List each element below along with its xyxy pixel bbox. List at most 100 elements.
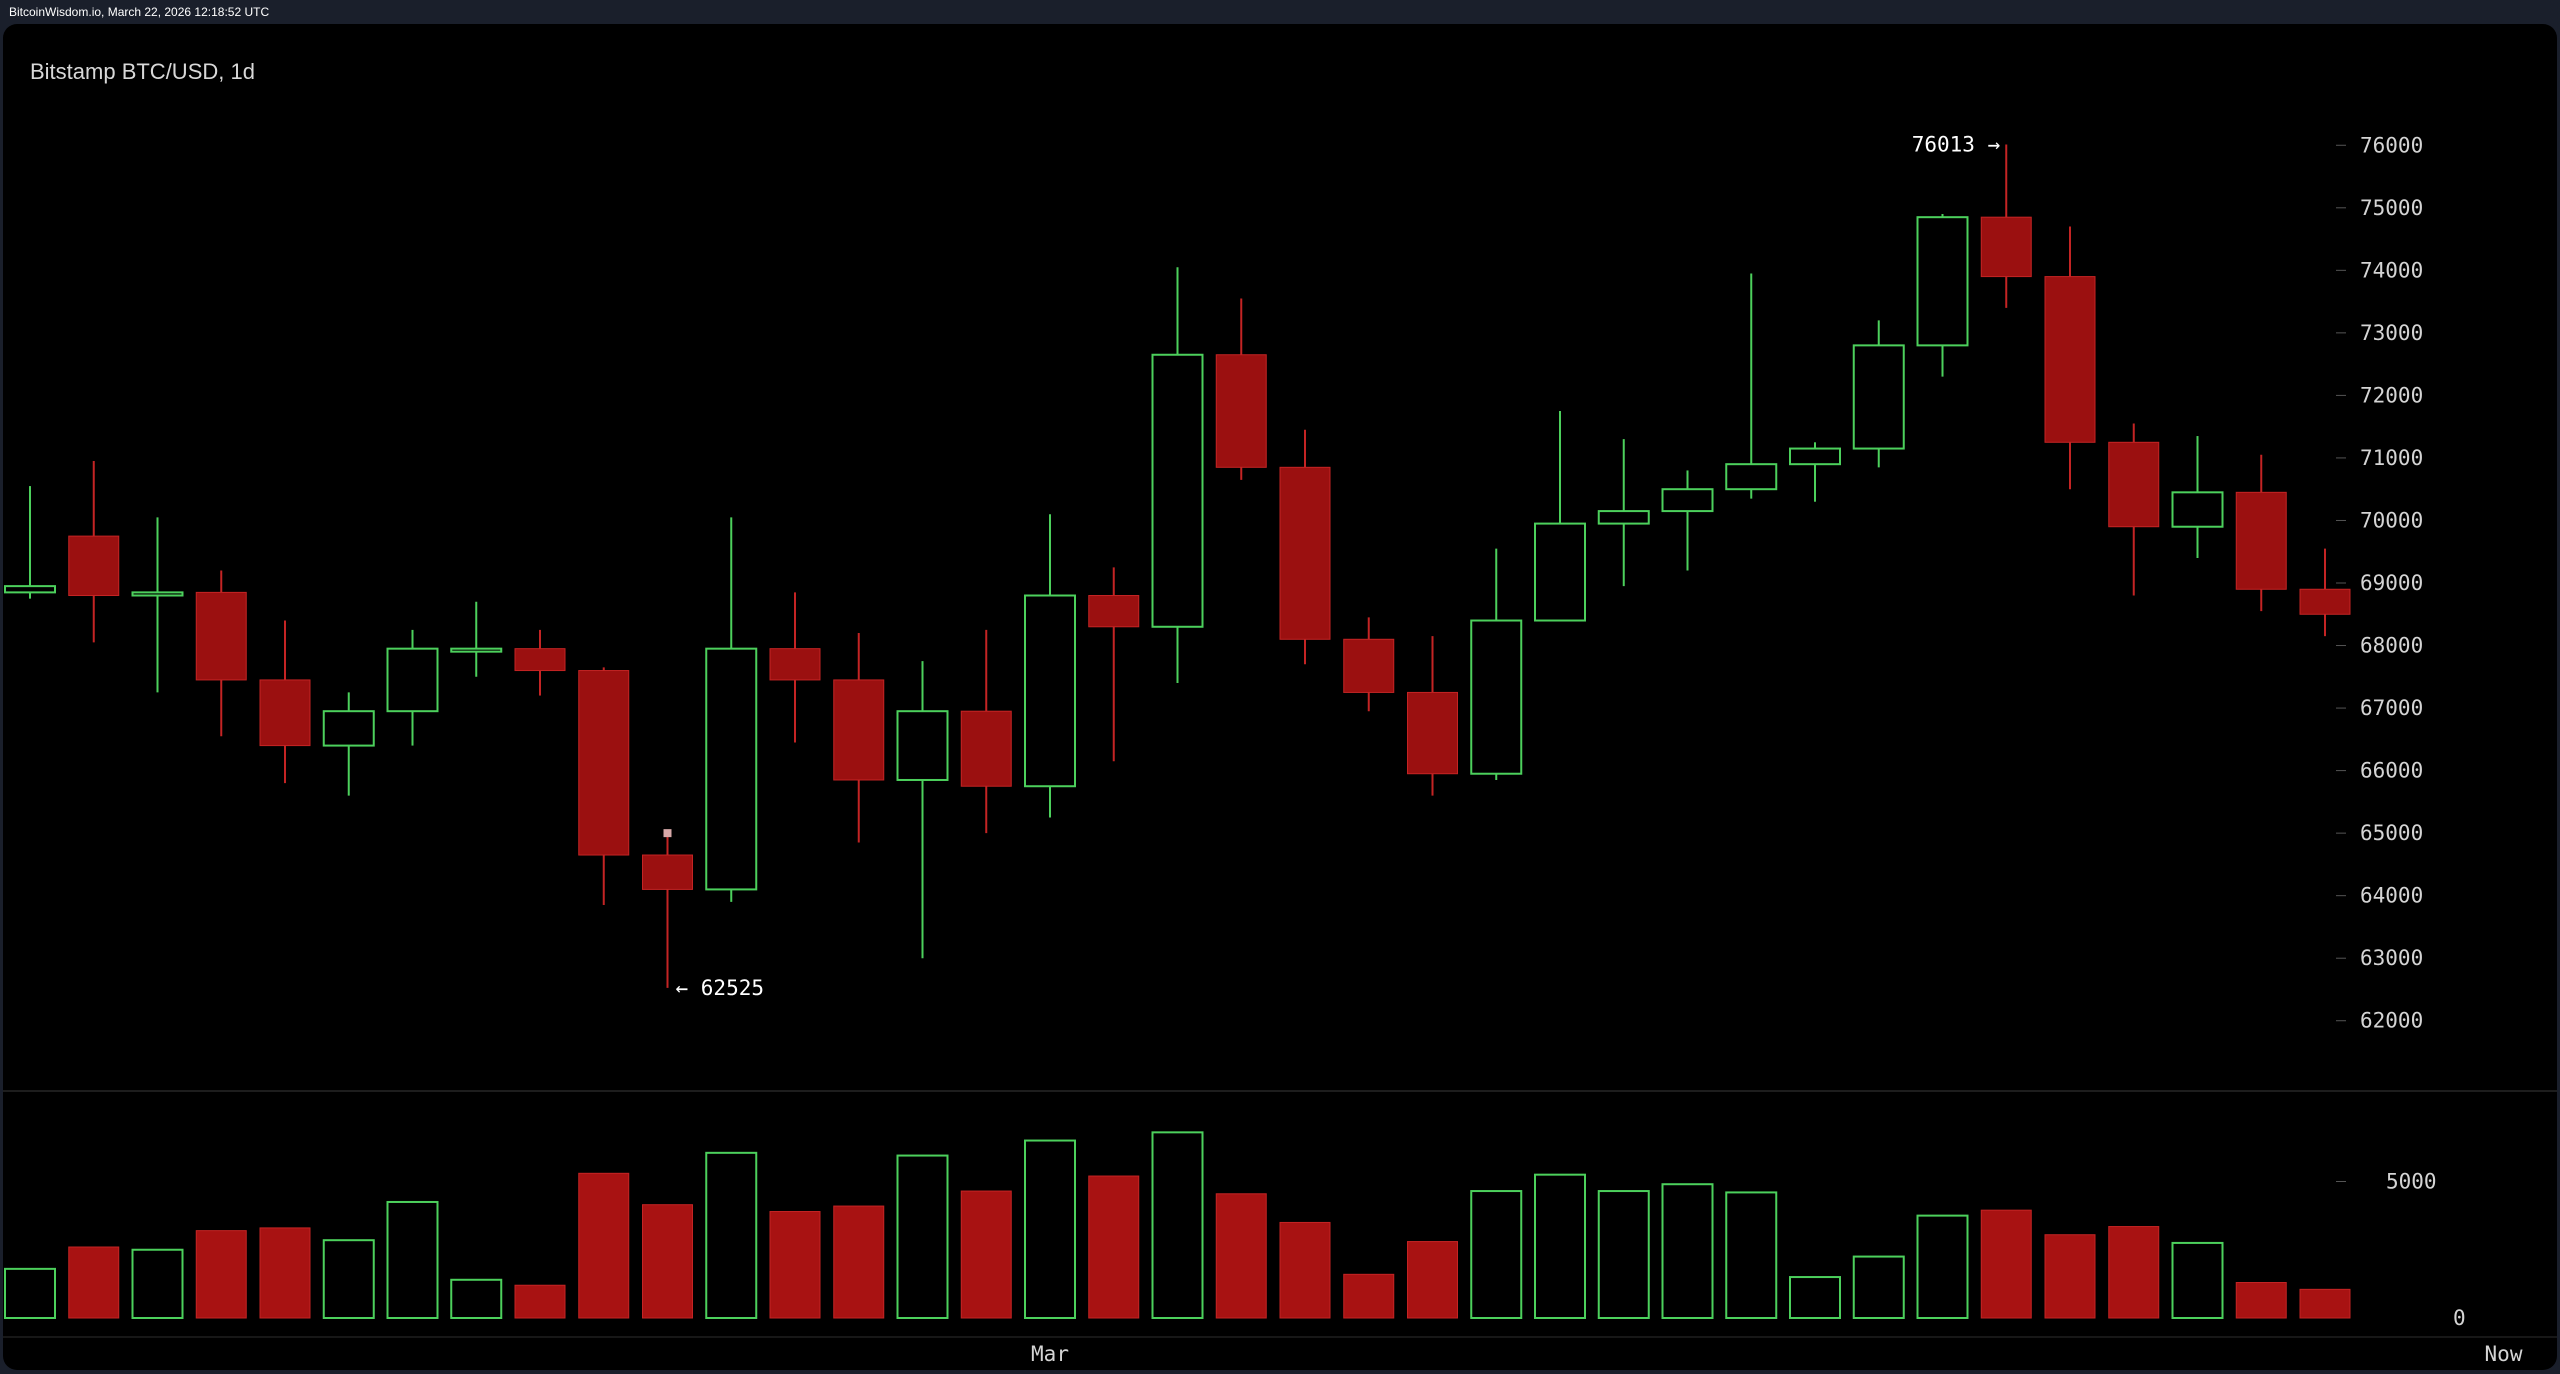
candle-body [642, 854, 693, 890]
source-timestamp: BitcoinWisdom.io, March 22, 2026 12:18:5… [0, 0, 2560, 24]
candle-body [1725, 463, 1778, 491]
candle-body [1597, 510, 1650, 525]
volume-bar [1534, 1173, 1586, 1319]
price-tick-label: 75000 [2360, 196, 2423, 220]
volume-bar [2235, 1282, 2287, 1319]
candle-body [1789, 447, 1841, 466]
candle-body [322, 710, 375, 747]
volume-bar [386, 1200, 439, 1320]
chart-title: Bitstamp BTC/USD, 1d [30, 59, 255, 84]
volume-bar [1343, 1273, 1395, 1319]
candle-body [1407, 691, 1458, 775]
volume-bar [2299, 1288, 2351, 1319]
candle-body [2044, 276, 2096, 443]
volume-bar [68, 1246, 120, 1319]
candle-body [2171, 491, 2224, 528]
time-axis: Mar Now [1031, 1342, 2523, 1366]
candle-body [2299, 588, 2351, 615]
candle-body [4, 585, 56, 594]
volume-bar [1725, 1191, 1778, 1320]
price-tick-label: 63000 [2360, 946, 2423, 970]
volume-bar [769, 1211, 821, 1319]
candle-body [1279, 466, 1331, 640]
volume-bar [578, 1172, 630, 1319]
candle-body [769, 648, 821, 681]
candles-layer [4, 144, 2351, 988]
candle-body [896, 710, 949, 781]
volume-bar [833, 1205, 885, 1319]
volume-bar [1151, 1131, 1204, 1320]
candle-body [1534, 522, 1586, 622]
candle-body [2108, 441, 2160, 528]
high-marker [663, 829, 672, 838]
extreme-price-annotation: ← 62525 [676, 976, 765, 1000]
volume-bar [450, 1278, 503, 1320]
price-tick-label: 70000 [2360, 508, 2423, 532]
volume-bar [2044, 1234, 2096, 1319]
volume-bar [2171, 1241, 2224, 1320]
extreme-price-annotation: 76013 → [1912, 132, 2001, 156]
time-tick-label: Now [2485, 1342, 2523, 1366]
price-tick-label: 64000 [2360, 884, 2423, 908]
volume-bar [1279, 1221, 1331, 1319]
volume-bar [1789, 1276, 1841, 1319]
candle-body [1343, 638, 1395, 693]
volume-bar [896, 1154, 949, 1319]
chart-frame: Bitstamp BTC/USD, 1d 76000 75000 74000 7300… [3, 24, 2557, 1370]
volume-tick-label: 0 [2453, 1306, 2466, 1330]
candle-body [1088, 595, 1140, 628]
price-tick-label: 71000 [2360, 446, 2423, 470]
candle-body [705, 647, 758, 891]
candle-body [514, 648, 566, 672]
candle-body [2235, 491, 2287, 590]
volume-tick-label: 5000 [2386, 1169, 2437, 1193]
candle-body [131, 591, 184, 597]
volume-bar [4, 1267, 56, 1320]
candle-body [1215, 354, 1267, 468]
candle-body [450, 647, 503, 653]
price-tick-label: 76000 [2360, 133, 2423, 157]
candle-body [1852, 344, 1905, 450]
volume-bar [131, 1248, 184, 1319]
candle-body [1151, 353, 1204, 628]
volume-bar [1597, 1190, 1650, 1319]
volume-bar [195, 1230, 247, 1319]
candle-body [1470, 619, 1523, 775]
volume-bar [2108, 1226, 2160, 1319]
volume-bar [642, 1204, 693, 1319]
volume-bar [1024, 1139, 1076, 1319]
candle-body [386, 647, 439, 713]
candle-body [578, 670, 630, 856]
candle-body [1916, 216, 1969, 347]
price-axis: 76000 75000 74000 73000 72000 71000 70000 69000… [2336, 133, 2423, 1033]
volume-bar [1088, 1175, 1140, 1319]
volume-bar [960, 1190, 1012, 1319]
volume-bar [259, 1227, 311, 1319]
volume-bar [1980, 1209, 2032, 1319]
price-tick-label: 72000 [2360, 383, 2423, 407]
volume-bar [1215, 1193, 1267, 1319]
candle-body [68, 535, 120, 597]
price-tick-label: 67000 [2360, 696, 2423, 720]
volume-bars-layer [4, 1131, 2351, 1320]
candle-body [1024, 594, 1076, 788]
price-tick-label: 73000 [2360, 321, 2423, 345]
volume-axis: 5000 0 [2336, 1169, 2466, 1330]
price-tick-label: 66000 [2360, 759, 2423, 783]
price-tick-label: 62000 [2360, 1009, 2423, 1033]
volume-bar [1661, 1183, 1714, 1319]
price-tick-label: 68000 [2360, 634, 2423, 658]
volume-bar [1916, 1214, 1969, 1319]
candle-body [1980, 216, 2032, 278]
price-tick-label: 74000 [2360, 258, 2423, 282]
candle-body [259, 679, 311, 747]
candle-body [1661, 488, 1714, 513]
volume-bar [1407, 1241, 1458, 1319]
candlestick-chart: 76000 75000 74000 73000 72000 71000 70000 69000… [3, 132, 2557, 1366]
annotations-layer: 76013 → ← 62525 [663, 132, 2001, 1000]
candle-body [833, 679, 885, 781]
volume-bar [514, 1284, 566, 1319]
volume-bar [1470, 1190, 1523, 1319]
volume-bar [705, 1151, 758, 1320]
candle-body [195, 591, 247, 681]
